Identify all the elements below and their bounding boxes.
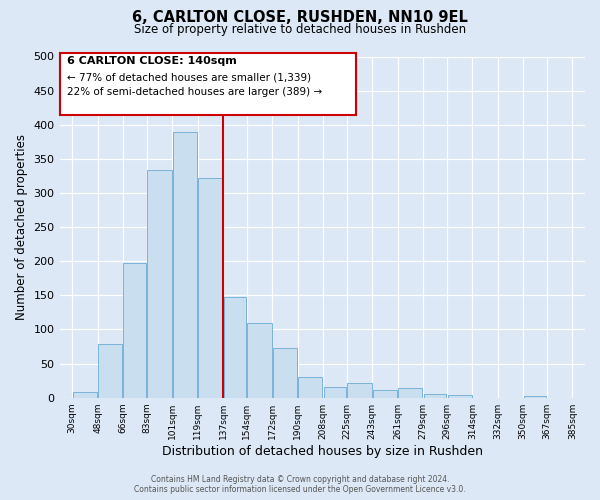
Bar — [524, 396, 547, 398]
Bar — [347, 384, 372, 398]
Bar — [424, 394, 446, 398]
Bar — [173, 132, 197, 398]
Text: Size of property relative to detached houses in Rushden: Size of property relative to detached ho… — [134, 22, 466, 36]
Bar — [73, 392, 97, 398]
Bar — [124, 264, 146, 398]
Bar — [398, 388, 422, 398]
Bar — [247, 324, 272, 398]
Text: Contains public sector information licensed under the Open Government Licence v3: Contains public sector information licen… — [134, 485, 466, 494]
Bar — [323, 387, 346, 398]
Bar — [148, 170, 172, 398]
Text: 22% of semi-detached houses are larger (389) →: 22% of semi-detached houses are larger (… — [67, 87, 322, 97]
X-axis label: Distribution of detached houses by size in Rushden: Distribution of detached houses by size … — [162, 444, 483, 458]
Bar — [373, 390, 397, 398]
Text: ← 77% of detached houses are smaller (1,339): ← 77% of detached houses are smaller (1,… — [67, 72, 311, 83]
Text: 6, CARLTON CLOSE, RUSHDEN, NN10 9EL: 6, CARLTON CLOSE, RUSHDEN, NN10 9EL — [132, 10, 468, 25]
Bar — [98, 344, 122, 398]
Text: Contains HM Land Registry data © Crown copyright and database right 2024.: Contains HM Land Registry data © Crown c… — [151, 475, 449, 484]
Bar — [298, 377, 322, 398]
Text: 6 CARLTON CLOSE: 140sqm: 6 CARLTON CLOSE: 140sqm — [67, 56, 236, 66]
Y-axis label: Number of detached properties: Number of detached properties — [15, 134, 28, 320]
Bar — [273, 348, 297, 398]
Bar — [224, 296, 247, 398]
Bar — [198, 178, 223, 398]
Bar — [448, 395, 472, 398]
